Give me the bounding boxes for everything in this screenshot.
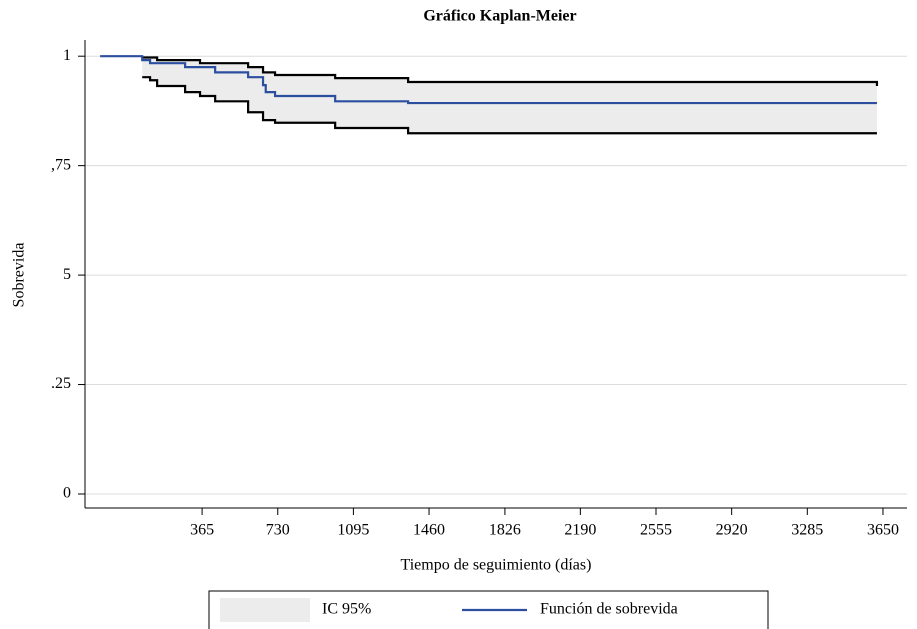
y-tick-label: 1 <box>63 47 71 64</box>
y-axis-title: Sobrevida <box>11 243 28 308</box>
legend-label: Función de sobrevida <box>540 601 678 618</box>
x-tick-label: 3285 <box>791 522 823 539</box>
x-tick-label: 1826 <box>489 522 521 539</box>
x-axis-title: Tiempo de seguimiento (días) <box>401 557 592 574</box>
survival-line <box>100 55 877 105</box>
x-tick-label: 2920 <box>716 522 748 539</box>
x-tick-label: 1460 <box>413 522 445 539</box>
ci-upper-line <box>142 56 879 86</box>
y-tick-label: ,75 <box>51 156 71 173</box>
x-tick-label: 1095 <box>337 522 369 539</box>
y-tick-label: 5 <box>63 266 71 283</box>
x-tick-label: 730 <box>266 522 290 539</box>
x-tick-label: 2190 <box>564 522 596 539</box>
legend-swatch <box>220 598 310 622</box>
chart-title: Gráfico Kaplan-Meier <box>423 8 576 25</box>
x-tick-label: 2555 <box>640 522 672 539</box>
x-tick-label: 365 <box>190 522 214 539</box>
legend-label: IC 95% <box>322 601 371 618</box>
ci-band <box>142 57 877 134</box>
ci-lower-line <box>142 76 877 135</box>
y-tick-label: .25 <box>51 375 71 392</box>
x-tick-label: 3650 <box>867 522 899 539</box>
y-tick-label: 0 <box>63 485 71 502</box>
